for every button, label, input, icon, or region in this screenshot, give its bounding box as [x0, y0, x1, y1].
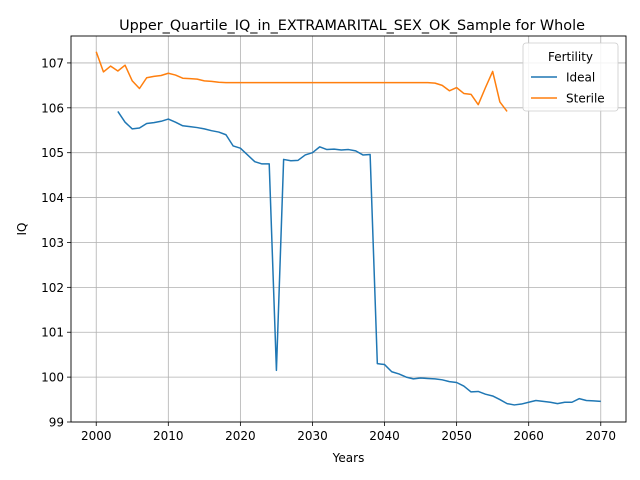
y-tick-label: 107 — [41, 56, 64, 70]
x-tick-label: 2030 — [297, 429, 328, 443]
x-axis-label: Years — [332, 451, 365, 465]
axis-ticks: 2000 2010 2020 2030 2040 2050 2060 2070 99 100 101… — [41, 56, 616, 443]
series-line-ideal — [117, 110, 601, 406]
legend-box — [522, 42, 619, 112]
x-tick-label: 2050 — [441, 429, 472, 443]
legend-title: Fertility — [548, 50, 593, 64]
x-tick-label: 2010 — [153, 429, 184, 443]
x-tick-label: 2070 — [585, 429, 616, 443]
y-axis-label: IQ — [15, 223, 29, 236]
y-tick-label: 100 — [41, 371, 64, 385]
y-tick-label: 105 — [41, 146, 64, 160]
chart-title: Upper_Quartile_IQ_in_EXTRAMARITAL_SEX_OK… — [119, 18, 585, 34]
axes-frame — [70, 35, 627, 423]
legend-label-ideal: Ideal — [566, 71, 595, 85]
legend-label-sterile: Sterile — [566, 92, 605, 106]
y-tick-label: 102 — [41, 281, 64, 295]
y-tick-label: 104 — [41, 191, 64, 205]
x-tick-label: 2020 — [225, 429, 256, 443]
x-tick-label: 2060 — [513, 429, 544, 443]
plot-series — [95, 51, 601, 406]
y-tick-label: 101 — [41, 326, 64, 340]
x-tick-label: 2040 — [369, 429, 400, 443]
y-tick-label: 106 — [41, 101, 64, 115]
y-tick-label: 103 — [41, 236, 64, 250]
x-tick-label: 2000 — [81, 429, 112, 443]
y-tick-label: 99 — [49, 416, 64, 430]
legend: Fertility Ideal Sterile — [522, 42, 619, 112]
series-line-sterile — [95, 51, 508, 112]
